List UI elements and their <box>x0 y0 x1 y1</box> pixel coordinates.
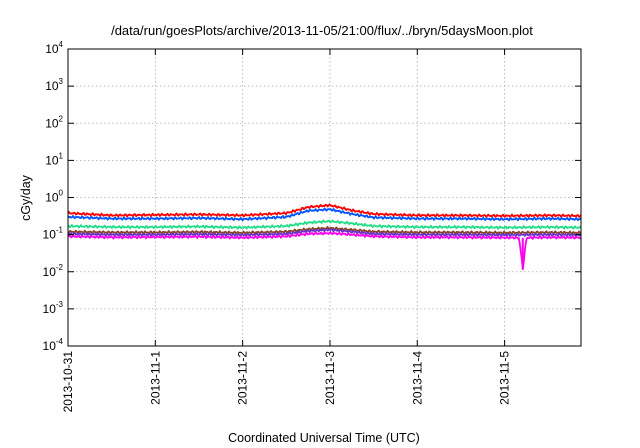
x-tick-label: 2013-11-5 <box>498 351 512 405</box>
x-axis-label: Coordinated Universal Time (UTC) <box>228 431 420 445</box>
x-axis: 2013-10-31 2013-11-1 2013-11-2 2013-11-3 201… <box>61 49 512 412</box>
y-tick-label: 10-4 <box>43 337 64 353</box>
x-tick-label: 2013-10-31 <box>61 351 75 413</box>
y-tick-label: 10-3 <box>43 300 64 316</box>
y-tick-label: 10-1 <box>43 226 64 242</box>
y-axis: 10-4 10-3 10-2 10-1 100 101 102 103 104 <box>43 40 581 353</box>
series-line-3 <box>67 219 582 230</box>
x-tick-label: 2013-11-2 <box>236 351 250 405</box>
series-line-1 <box>67 203 582 218</box>
y-tick-label: 101 <box>45 151 63 167</box>
chart-title: /data/run/goesPlots/archive/2013-11-05/2… <box>111 23 533 38</box>
x-tick-label: 2013-11-3 <box>323 351 337 405</box>
series-line-5 <box>67 228 582 238</box>
y-tick-label: 100 <box>45 189 63 205</box>
series-line-2 <box>67 207 582 222</box>
y-tick-label: 103 <box>45 77 63 93</box>
y-tick-label: 102 <box>45 114 63 130</box>
grid <box>68 49 581 346</box>
y-tick-label: 10-2 <box>43 263 64 279</box>
series-group <box>67 203 582 271</box>
y-tick-label: 104 <box>45 40 63 56</box>
y-axis-label: cGy/day <box>19 174 33 221</box>
x-tick-label: 2013-11-1 <box>148 351 162 405</box>
series-line-4 <box>67 225 582 235</box>
series-line-6 <box>67 230 582 271</box>
x-tick-label: 2013-11-4 <box>410 351 424 405</box>
